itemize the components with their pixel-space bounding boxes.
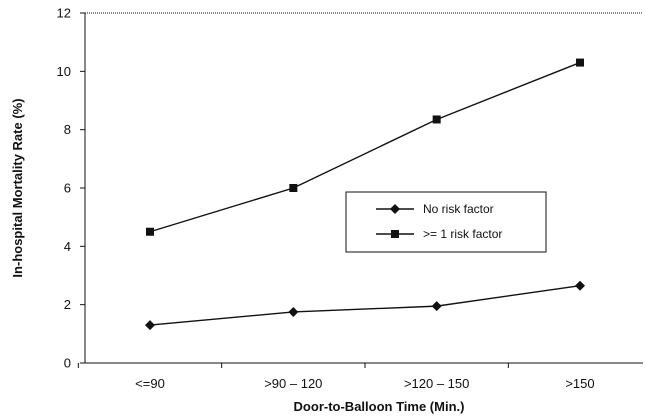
data-point [289, 184, 298, 192]
legend-box [345, 191, 547, 253]
y-axis-ticks: 0 2 4 6 8 10 12 [57, 6, 85, 371]
data-point [576, 58, 584, 67]
legend-label: No risk factor [423, 202, 494, 216]
y-tick-label: 10 [57, 64, 71, 79]
x-axis-ticks: <=90 >90 – 120 >120 – 150 >150 [77, 363, 595, 391]
data-point [145, 320, 155, 331]
y-tick-label: 8 [64, 122, 71, 137]
series-line [149, 285, 581, 326]
data-point [575, 280, 585, 291]
data-point [288, 306, 299, 317]
y-tick-label: 0 [64, 356, 71, 371]
x-tick-label: >90 – 120 [264, 376, 322, 391]
series-layer [145, 58, 585, 331]
series-1 [145, 280, 585, 331]
legend: No risk factor >= 1 risk factor [345, 191, 547, 253]
legend-entry: >= 1 risk factor [376, 227, 502, 241]
x-axis-title: Door-to-Balloon Time (Min.) [294, 399, 465, 414]
data-point [146, 227, 154, 236]
y-tick-label: 12 [57, 6, 71, 21]
legend-entry: No risk factor [376, 202, 494, 216]
x-tick-label: <=90 [135, 376, 165, 391]
series-line [149, 61, 581, 233]
legend-marker [391, 230, 399, 238]
y-tick-label: 2 [64, 297, 71, 312]
series-2 [146, 58, 584, 236]
legend-entries: No risk factor >= 1 risk factor [376, 202, 502, 241]
legend-label: >= 1 risk factor [423, 227, 502, 241]
y-tick-label: 6 [64, 181, 71, 196]
data-point [431, 301, 442, 312]
x-tick-label: >150 [565, 376, 594, 391]
legend-marker [390, 204, 400, 214]
x-tick-label: >120 – 150 [404, 376, 469, 391]
y-tick-label: 4 [64, 239, 71, 254]
y-axis-title: In-hospital Mortality Rate (%) [10, 98, 25, 277]
data-point [432, 115, 441, 124]
